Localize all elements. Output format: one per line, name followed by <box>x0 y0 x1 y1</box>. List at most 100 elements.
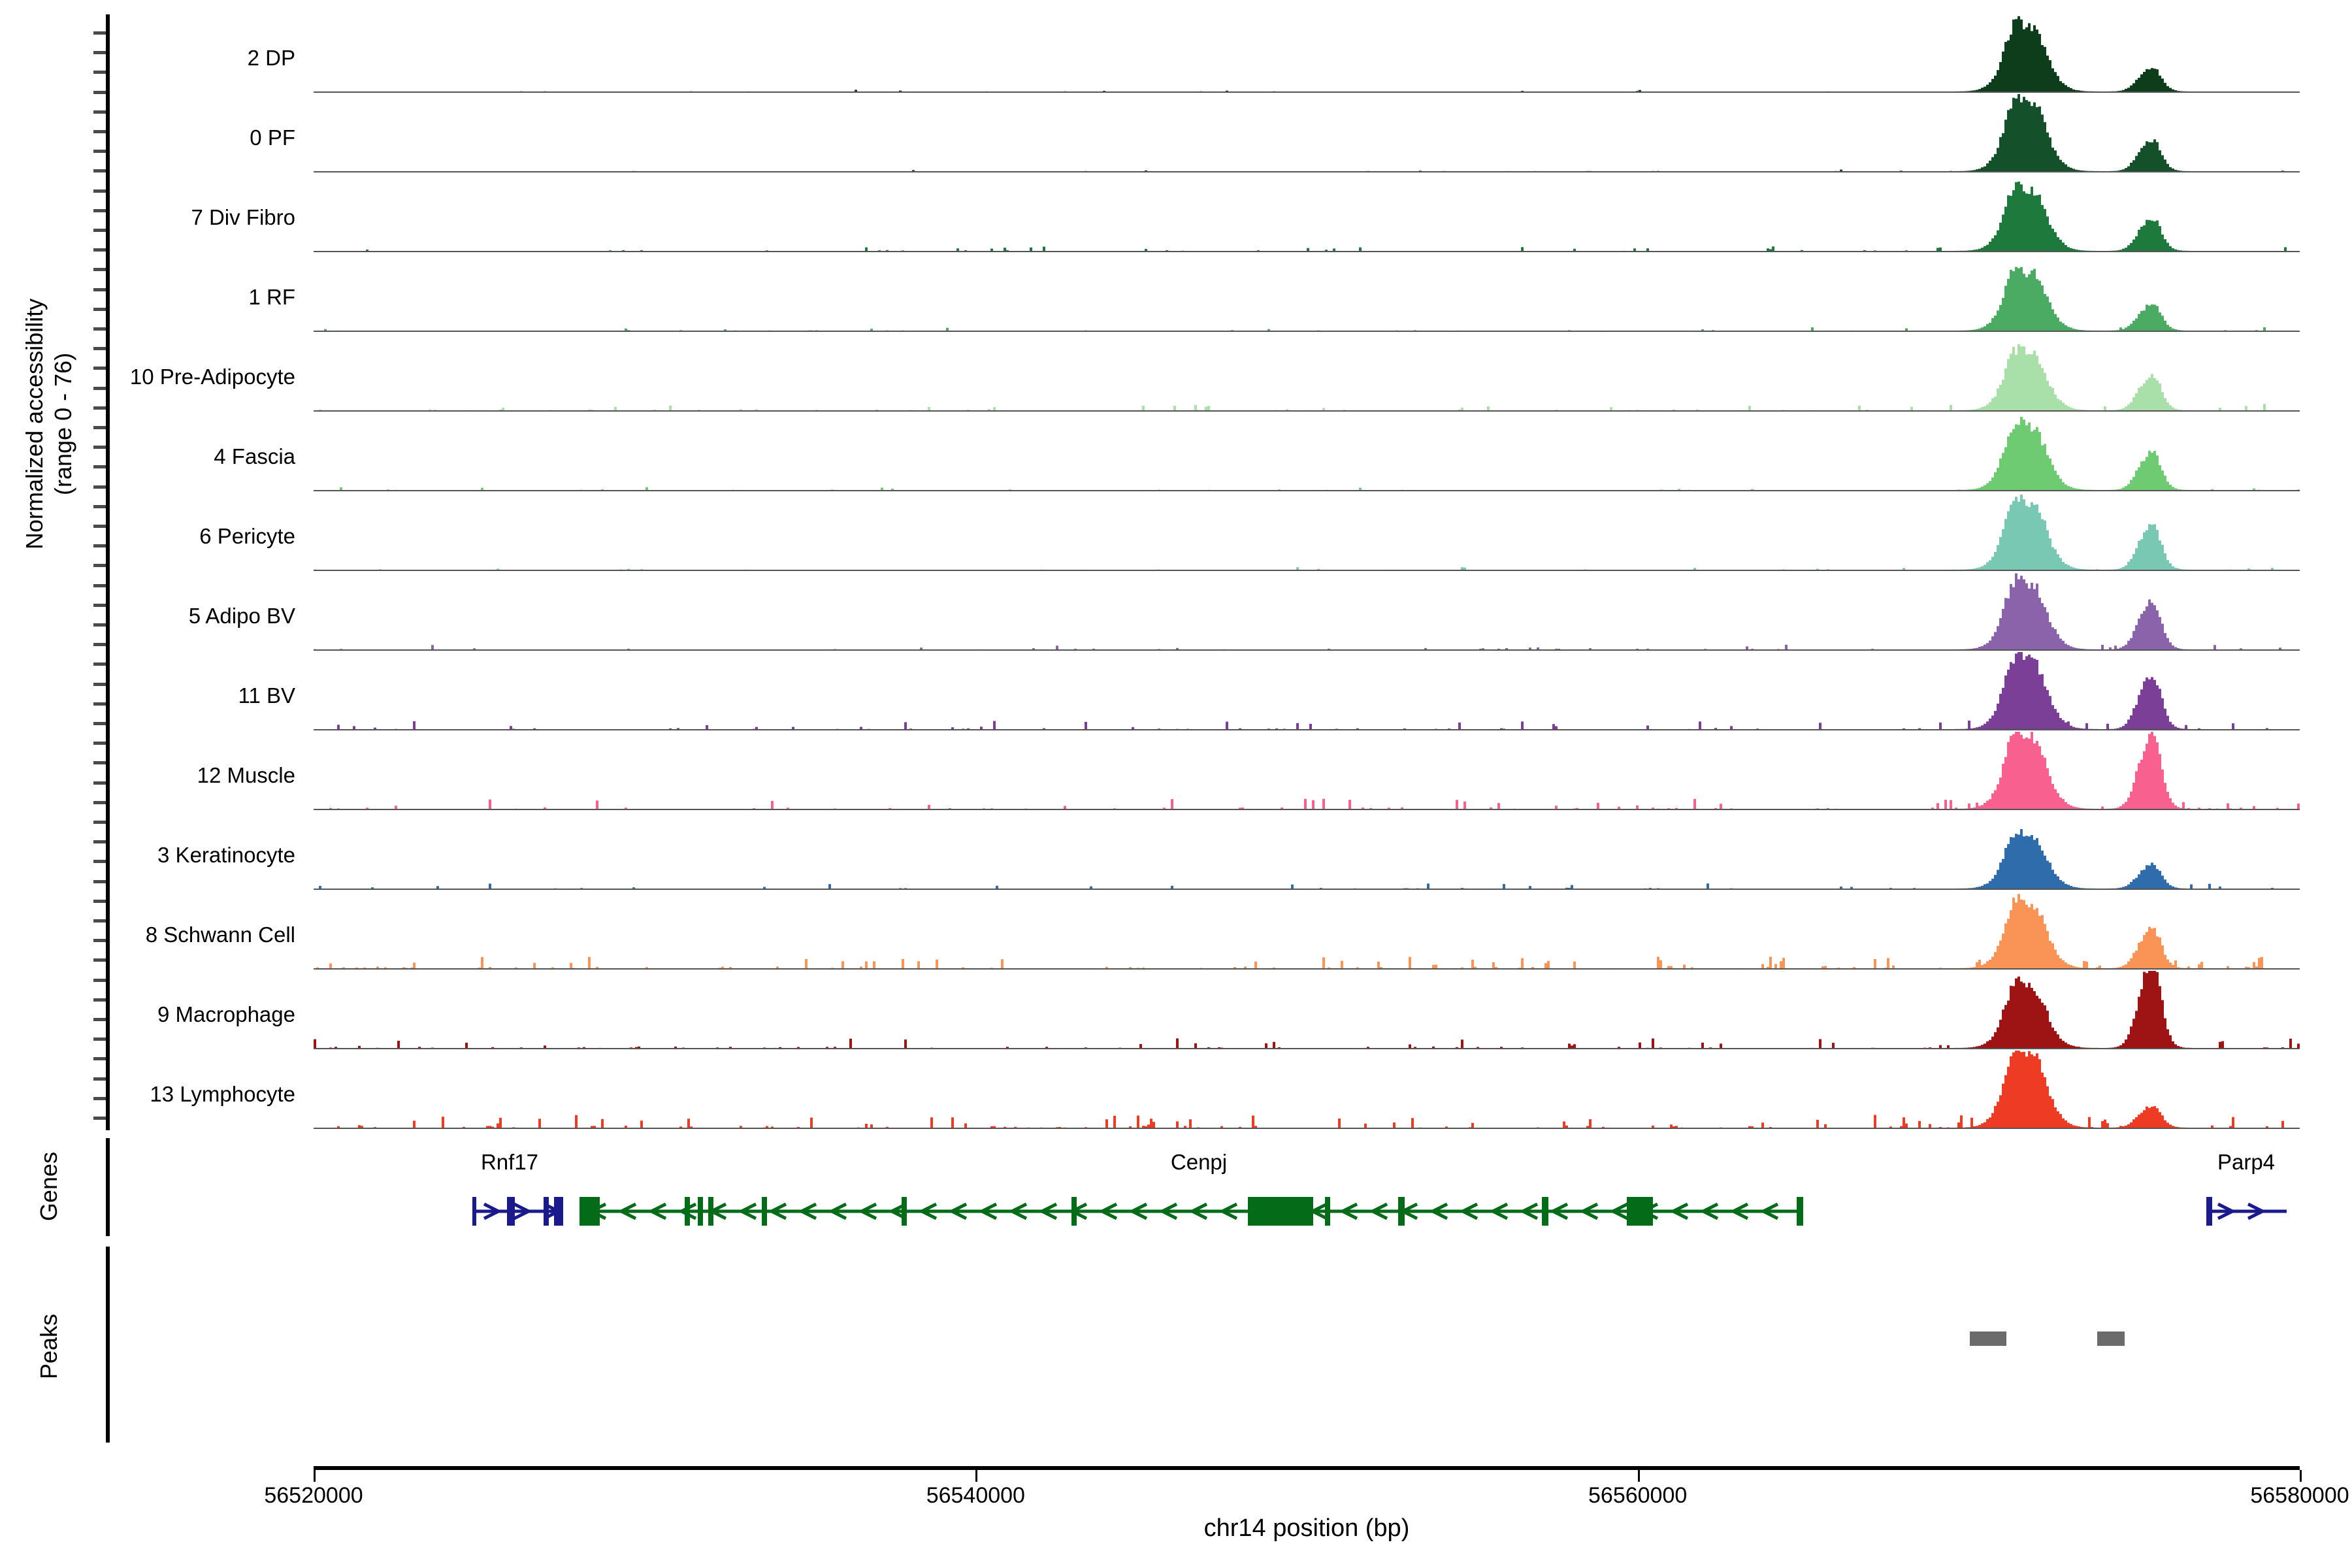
y-axis-tick <box>93 879 106 883</box>
y-axis-tick <box>93 1018 106 1021</box>
x-axis-tick <box>975 1470 978 1482</box>
track-baseline <box>314 889 2300 890</box>
coverage-area <box>314 891 2300 968</box>
genes-track: Rnf17 Cenpj Parp4 <box>314 1138 2300 1236</box>
track-label: 12 Muscle <box>197 763 295 787</box>
peaks-track <box>314 1247 2300 1443</box>
coverage-area <box>314 1051 2300 1128</box>
y-axis-tick <box>93 504 106 508</box>
coverage-track: 0 PF <box>250 93 2300 172</box>
y-axis-tick <box>93 623 106 627</box>
y-axis-tick <box>93 958 106 962</box>
coverage-area <box>314 732 2300 809</box>
coverage-area <box>314 652 2300 729</box>
genes-axis-spine <box>106 1138 110 1236</box>
track-baseline <box>314 649 2300 651</box>
y-axis-tick <box>93 248 106 252</box>
y-axis-tick <box>93 998 106 1002</box>
x-axis-line: 56520000 56540000 56560000 56580000 <box>264 1466 2349 1508</box>
y-axis-tick <box>93 761 106 765</box>
y-axis-tick <box>93 446 106 449</box>
coverage-area <box>314 94 2300 171</box>
gene-name-label: Parp4 <box>2217 1150 2276 1174</box>
coverage-track: 8 Schwann Cell <box>146 890 2300 970</box>
y-axis-tick <box>93 130 106 133</box>
track-baseline <box>314 1048 2300 1049</box>
coverage-track: 11 BV <box>238 651 2300 730</box>
y-axis-tick <box>93 781 106 785</box>
x-axis-tick-label: 56560000 <box>1588 1483 1688 1508</box>
y-axis-tick <box>93 426 106 429</box>
y-axis-tick <box>93 722 106 725</box>
coverage-area <box>314 333 2300 410</box>
y-axis-tick <box>93 307 106 311</box>
track-label: 9 Macrophage <box>157 1002 295 1026</box>
y-axis-tick <box>93 1037 106 1041</box>
x-axis-tick <box>1637 1470 1640 1482</box>
y-axis-tick <box>93 1077 106 1081</box>
y-axis-tick <box>93 229 106 232</box>
track-baseline <box>314 1128 2300 1129</box>
y-axis-tick <box>93 800 106 804</box>
coverage-area <box>314 174 2300 251</box>
y-axis-tick <box>93 406 106 410</box>
coverage-area <box>314 413 2300 490</box>
track-label: 11 BV <box>238 683 295 708</box>
y-axis-tick <box>93 150 106 154</box>
peak-region <box>1970 1331 2006 1346</box>
y-axis-tick <box>93 110 106 114</box>
coverage-tracks-area: 2 DP 0 PF 7 Div Fibro 1 RF 10 Pre-Adipocyte 4… <box>130 13 2300 1132</box>
y-axis-tick <box>93 564 106 568</box>
y-axis-tick <box>93 386 106 390</box>
coverage-track: 4 Fascia <box>214 412 2300 491</box>
x-axis-tick <box>314 1470 316 1482</box>
y-axis-tick <box>93 347 106 351</box>
coverage-area <box>314 253 2300 331</box>
track-baseline <box>314 171 2300 172</box>
y-axis-tick <box>93 860 106 864</box>
y-axis-tick <box>93 525 106 528</box>
coverage-track: 10 Pre-Adipocyte <box>130 332 2300 412</box>
x-axis-tick-label: 56520000 <box>264 1483 363 1508</box>
y-axis-tick <box>93 1117 106 1120</box>
peak-region <box>2097 1331 2125 1346</box>
x-axis-tick-label: 56580000 <box>2250 1483 2349 1508</box>
y-axis-tick <box>93 643 106 647</box>
peaks-panel-label: Peaks <box>35 1313 62 1380</box>
y-axis-label: Normalized accessibility (range 0 - 76) <box>20 241 78 607</box>
coverage-area <box>314 14 2300 91</box>
track-baseline <box>314 91 2300 93</box>
track-label: 10 Pre-Adipocyte <box>129 365 295 389</box>
coverage-track: 12 Muscle <box>197 730 2300 810</box>
gene-name-label: Cenpj <box>1170 1150 1228 1174</box>
x-axis-tick-label: 56540000 <box>926 1483 1025 1508</box>
track-label: 6 Pericyte <box>199 524 295 548</box>
y-axis-tick <box>93 742 106 745</box>
coverage-track: 6 Pericyte <box>199 491 2300 571</box>
y-axis-tick <box>93 268 106 272</box>
y-axis-tick <box>93 90 106 94</box>
y-axis-tick <box>93 978 106 982</box>
y-axis-label-line1: Normalized accessibility <box>21 298 48 549</box>
y-axis-tick <box>93 840 106 844</box>
y-axis-tick <box>93 485 106 489</box>
track-baseline <box>314 729 2300 730</box>
track-label: 7 Div Fibro <box>191 205 295 229</box>
coverage-track: 2 DP <box>248 13 2300 93</box>
gene-name-label: Rnf17 <box>480 1150 539 1174</box>
y-axis-tick <box>93 31 106 35</box>
coverage-track: 3 Keratinocyte <box>157 810 2300 890</box>
tracks-axis-spine <box>93 14 110 1130</box>
y-axis-tick <box>93 71 106 74</box>
y-axis-tick <box>93 367 106 370</box>
x-axis-title: chr14 position (bp) <box>1203 1514 1410 1542</box>
y-axis-tick <box>93 821 106 824</box>
track-baseline <box>314 410 2300 412</box>
coverage-track: 9 Macrophage <box>157 970 2300 1049</box>
track-baseline <box>314 570 2300 571</box>
y-axis-tick <box>93 327 106 331</box>
coverage-area <box>314 971 2300 1048</box>
y-axis-tick <box>93 287 106 291</box>
y-axis-tick <box>93 208 106 212</box>
track-baseline <box>314 251 2300 252</box>
